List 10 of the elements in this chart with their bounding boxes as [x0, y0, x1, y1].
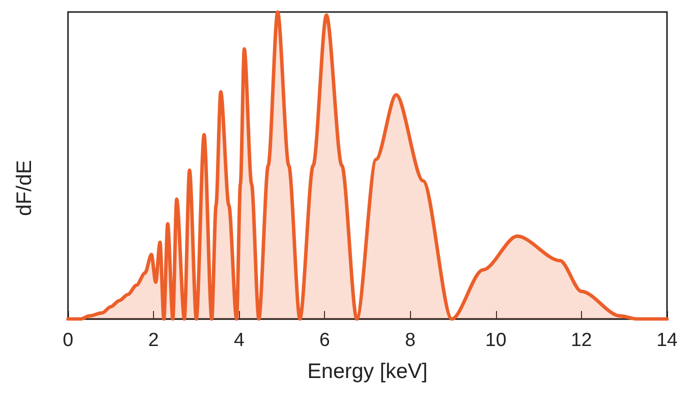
x-tick-label: 4 [234, 330, 245, 351]
y-axis-title: dF/dE [13, 160, 36, 216]
x-tick-label: 0 [62, 330, 74, 351]
x-axis-title: Energy [keV] [307, 360, 428, 383]
x-tick-label: 14 [656, 330, 678, 351]
x-tick-label: 6 [319, 330, 330, 351]
x-tick-label: 8 [404, 330, 416, 351]
x-tick-label: 10 [485, 330, 506, 351]
x-tick-label: 12 [570, 330, 592, 351]
x-tick-label: 2 [148, 330, 159, 351]
